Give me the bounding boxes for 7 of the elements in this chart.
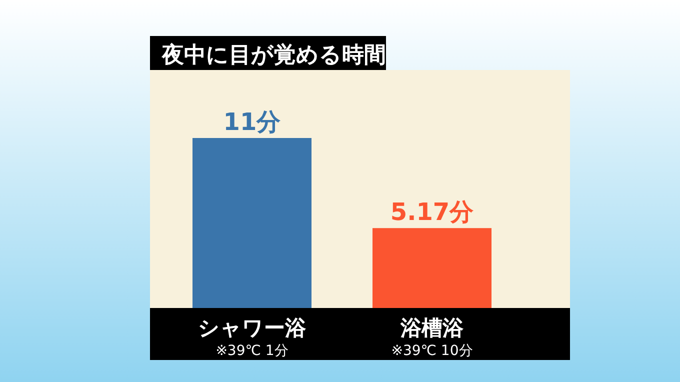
data-label: 11分 — [223, 108, 282, 136]
x-tick-label: 浴槽浴 — [400, 316, 464, 340]
data-label: 5.17分 — [390, 198, 475, 226]
x-tick-label: シャワー浴 — [198, 316, 307, 340]
chart-title: 夜中に目が覚める時間 — [161, 42, 386, 68]
text: ※39℃ 10分 — [391, 343, 473, 359]
text: ※39℃ 1分 — [216, 343, 288, 359]
